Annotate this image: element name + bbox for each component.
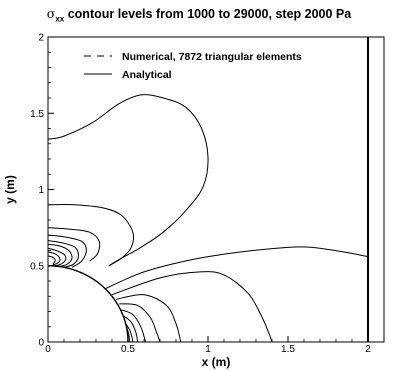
- x-tick-label: 0: [45, 344, 51, 355]
- contour-line-10: [105, 246, 369, 290]
- title-symbol: σ: [46, 6, 56, 21]
- y-tick-label: 2: [38, 33, 44, 44]
- contour-line-9: [47, 255, 56, 265]
- contour-line-5: [47, 240, 79, 268]
- legend: Numerical, 7872 triangular elements Anal…: [84, 51, 302, 81]
- title-text: contour levels from 1000 to 29000, step …: [64, 7, 352, 21]
- x-axis-label: x (m): [202, 355, 231, 369]
- contour-line-2: [47, 204, 134, 267]
- plot-frame: [47, 36, 385, 343]
- contour-line-16: [125, 323, 134, 343]
- chart-title: σxx contour levels from 1000 to 29000, s…: [0, 6, 398, 24]
- contour-line-7: [47, 247, 67, 267]
- contour-line-8: [47, 251, 61, 266]
- contour-line-4: [47, 234, 87, 268]
- x-tick-label: 1: [205, 344, 211, 355]
- contour-line-6: [47, 243, 73, 267]
- y-tick-label: 1: [38, 185, 44, 196]
- contour-line-13: [119, 303, 161, 343]
- y-axis-ticks: 0 0.5 1 1.5 2: [30, 33, 54, 349]
- contour-line-15: [123, 315, 139, 343]
- legend-label-analytical: Analytical: [122, 69, 172, 81]
- x-tick-label: 1.5: [281, 344, 295, 355]
- title-subscript: xx: [55, 14, 65, 24]
- contour-line-12: [115, 294, 182, 343]
- x-axis-ticks: 0 0.5 1 1.5 2: [45, 336, 371, 355]
- legend-label-numerical: Numerical, 7872 triangular elements: [122, 51, 302, 63]
- contour-line-11: [111, 271, 273, 343]
- contour-line-3: [47, 227, 101, 262]
- hole-boundary: [48, 265, 129, 343]
- y-tick-label: 0.5: [30, 261, 44, 272]
- contour-line-14: [121, 309, 147, 343]
- y-tick-label: 0: [38, 338, 44, 349]
- y-tick-label: 1.5: [30, 109, 44, 120]
- x-tick-label: 2: [365, 344, 371, 355]
- x-tick-label: 0.5: [121, 344, 135, 355]
- contour-lines: [47, 94, 369, 343]
- y-axis-label: y (m): [3, 175, 17, 204]
- contour-line-1: [47, 94, 209, 267]
